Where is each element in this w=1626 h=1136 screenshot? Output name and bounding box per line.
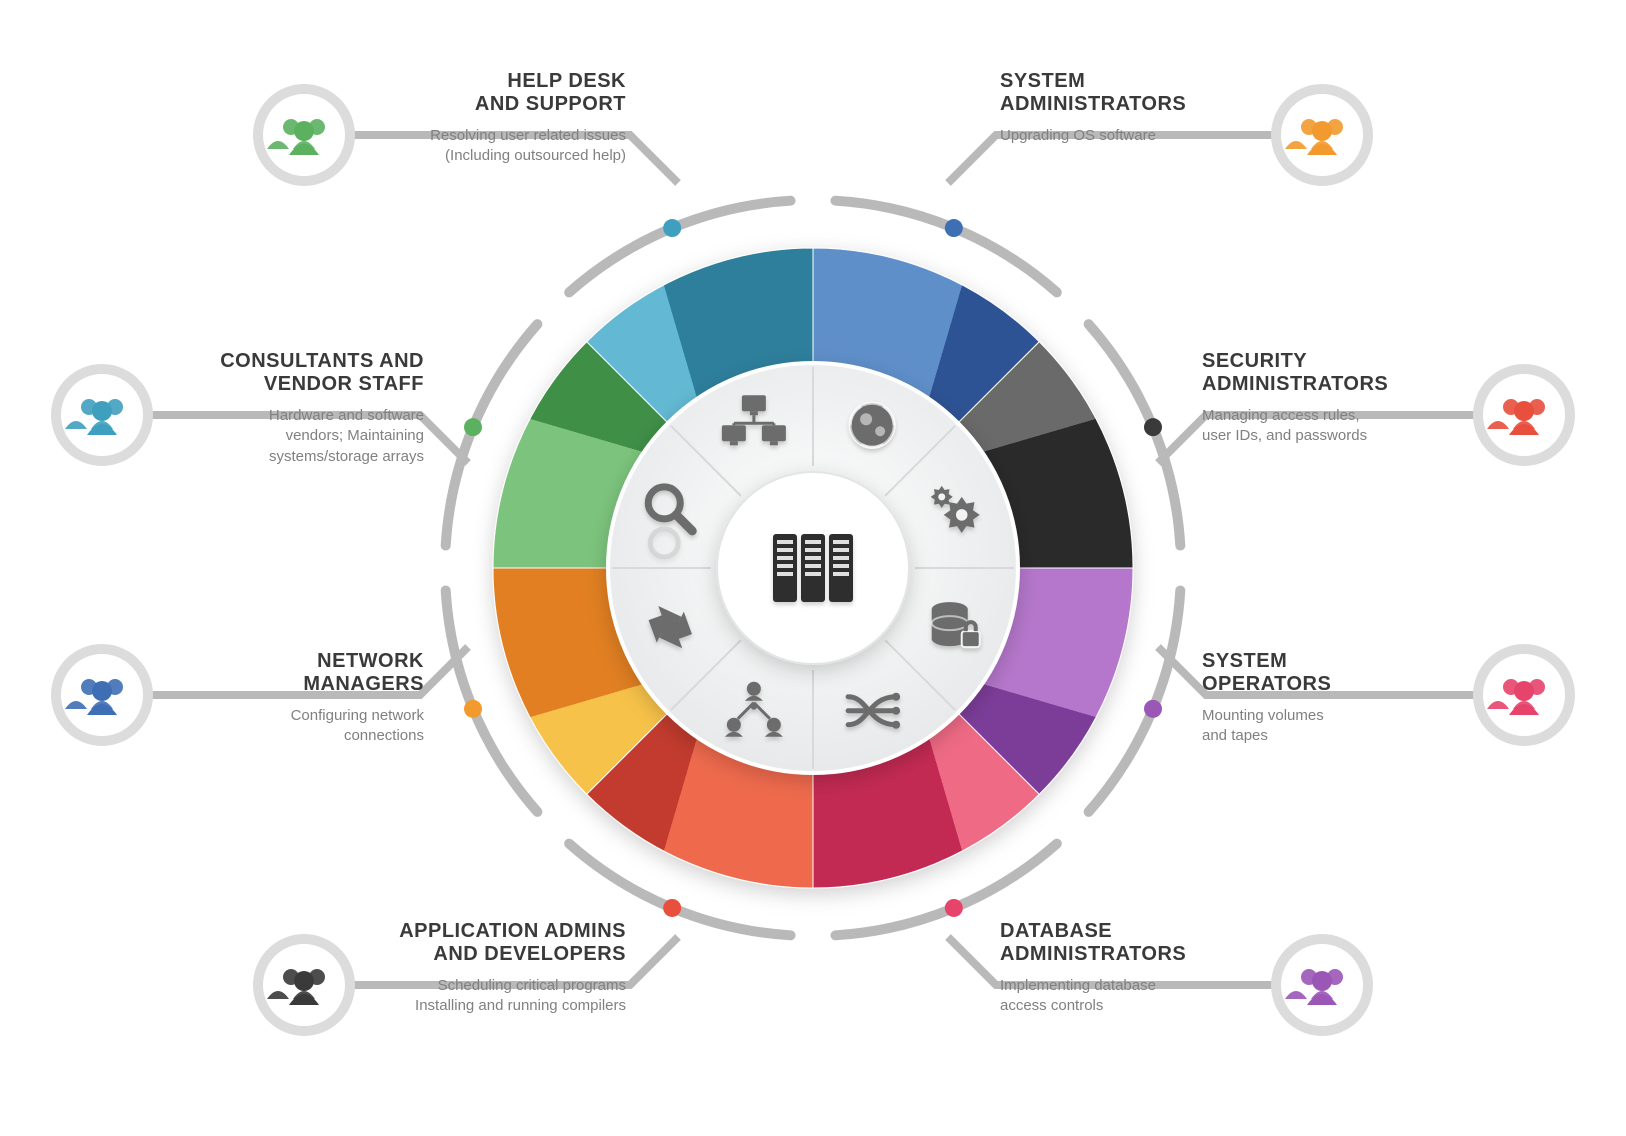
role-system-admins: SYSTEMADMINISTRATORS Upgrading OS softwar… — [1000, 70, 1260, 146]
badge-help-desk — [258, 89, 350, 181]
ring-dot-db-admins — [1144, 700, 1162, 718]
role-title: DATABASEADMINISTRATORS — [1000, 920, 1260, 966]
infographic-stage: HELP DESKAND SUPPORT Resolving user relat… — [0, 0, 1626, 1136]
role-title: NETWORKMANAGERS — [164, 650, 424, 696]
badge-db-admins — [1276, 939, 1368, 1031]
role-desc: Resolving user related issues(Including … — [366, 126, 626, 167]
role-network-mgrs: NETWORKMANAGERS Configuring networkconnec… — [164, 650, 424, 747]
badge-app-admins — [258, 939, 350, 1031]
role-desc: Configuring networkconnections — [164, 706, 424, 747]
diagram-svg — [0, 0, 1626, 1136]
role-title: SYSTEMOPERATORS — [1202, 650, 1462, 696]
role-title: HELP DESKAND SUPPORT — [366, 70, 626, 116]
ring-dot-security-admins — [663, 899, 681, 917]
role-desc: Upgrading OS software — [1000, 126, 1260, 146]
badge-system-ops — [1478, 649, 1570, 741]
badge-system-admins — [1276, 89, 1368, 181]
role-title: SYSTEMADMINISTRATORS — [1000, 70, 1260, 116]
role-desc: Mounting volumesand tapes — [1202, 706, 1462, 747]
role-desc: Scheduling critical programsInstalling a… — [366, 976, 626, 1017]
role-security-admins: SECURITYADMINISTRATORS Managing access ru… — [1202, 350, 1462, 447]
role-app-admins: APPLICATION ADMINSAND DEVELOPERS Scheduli… — [366, 920, 626, 1017]
role-help-desk: HELP DESKAND SUPPORT Resolving user relat… — [366, 70, 626, 167]
badge-consultants — [56, 369, 148, 461]
role-desc: Implementing databaseaccess controls — [1000, 976, 1260, 1017]
ring-dot-system-ops — [945, 899, 963, 917]
badge-network-mgrs — [56, 649, 148, 741]
ring-dot-system-admins — [464, 700, 482, 718]
role-consultants: CONSULTANTS ANDVENDOR STAFF Hardware and … — [164, 350, 424, 467]
role-title: SECURITYADMINISTRATORS — [1202, 350, 1462, 396]
ring-dot-consultants — [663, 219, 681, 237]
server-icon — [773, 534, 853, 602]
role-db-admins: DATABASEADMINISTRATORS Implementing datab… — [1000, 920, 1260, 1017]
ring-dot-app-admins — [1144, 418, 1162, 436]
badge-security-admins — [1478, 369, 1570, 461]
role-system-ops: SYSTEMOPERATORS Mounting volumesand tapes — [1202, 650, 1462, 747]
role-title: APPLICATION ADMINSAND DEVELOPERS — [366, 920, 626, 966]
role-title: CONSULTANTS ANDVENDOR STAFF — [164, 350, 424, 396]
role-desc: Hardware and softwarevendors; Maintainin… — [164, 406, 424, 467]
ring-dot-network-mgrs — [945, 219, 963, 237]
ring-dot-help-desk — [464, 418, 482, 436]
role-desc: Managing access rules,user IDs, and pass… — [1202, 406, 1462, 447]
